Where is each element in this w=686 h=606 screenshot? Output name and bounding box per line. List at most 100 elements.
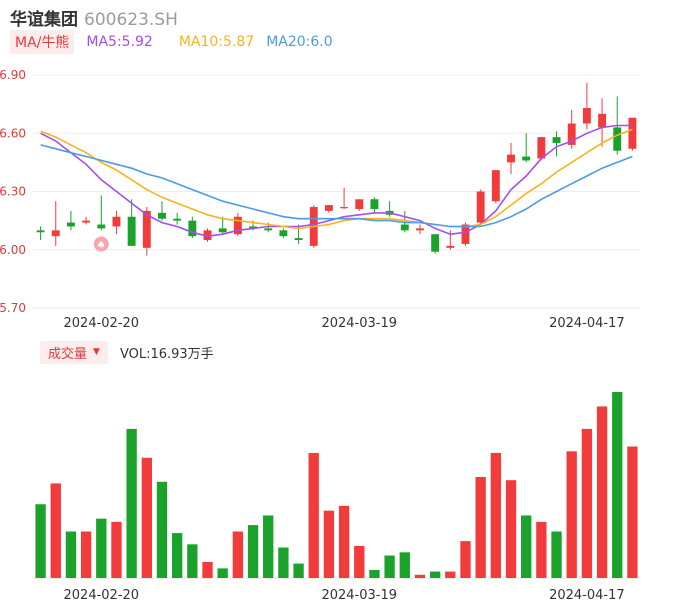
candle-body: [416, 228, 424, 231]
candle-body: [400, 224, 409, 231]
volume-bar: [369, 569, 380, 578]
volume-bar: [308, 452, 319, 578]
candle-body: [340, 207, 349, 209]
ma-indicator-tab[interactable]: MA/牛熊: [10, 30, 75, 54]
volume-bar: [156, 481, 168, 578]
y-tick-label: 6.60: [0, 126, 26, 140]
x-tick-label: 2024-04-17: [549, 316, 625, 331]
ma-legend: MA/牛熊 MA5:5.92 MA10:5.87 MA20:6.0: [10, 30, 333, 54]
volume-bar: [596, 406, 608, 578]
volume-bar: [141, 457, 152, 578]
volume-bar: [111, 521, 122, 578]
volume-bar: [323, 510, 335, 578]
candle-body: [173, 218, 182, 221]
candle-body: [51, 230, 60, 237]
candle-body: [264, 228, 273, 231]
volume-bar: [187, 544, 198, 578]
candle-body: [82, 220, 91, 223]
volume-bar: [414, 574, 426, 578]
candle-body: [370, 199, 379, 209]
candle-body: [552, 137, 561, 143]
volume-bar: [475, 476, 486, 578]
candle-body: [158, 212, 166, 219]
candle-body: [112, 216, 121, 227]
volume-bar: [35, 504, 46, 578]
candle-body: [461, 224, 470, 244]
ma10-line: [40, 128, 633, 230]
candle-body: [613, 127, 622, 151]
y-tick-label: 6.90: [0, 68, 26, 82]
event-marker-icon: [93, 236, 109, 252]
volume-bar: [460, 541, 471, 578]
candle-body: [324, 205, 333, 211]
volume-bar: [566, 451, 577, 578]
volume-value: VOL:16.93万手: [119, 346, 214, 362]
y-tick-label: 6.30: [0, 185, 26, 199]
stock-header: 华谊集团 600623.SH: [10, 5, 178, 30]
candle-body: [598, 113, 607, 128]
volume-bar: [612, 392, 623, 578]
x-tick-label: 2024-03-19: [321, 316, 397, 331]
candle-body: [127, 216, 136, 246]
dropdown-caret-icon: ▼: [93, 347, 100, 357]
candle-body: [567, 123, 576, 145]
volume-bar: [338, 505, 350, 578]
volume-bar: [490, 452, 501, 578]
candle-body: [628, 117, 637, 149]
candle-body: [446, 245, 455, 248]
candle-body: [355, 199, 364, 209]
candle-body: [507, 154, 515, 163]
y-tick-label: 5.70: [0, 301, 26, 315]
volume-bar: [293, 563, 304, 578]
x-tick-label: 2024-04-17: [549, 588, 625, 603]
candle-body: [294, 238, 303, 241]
volume-bar: [202, 561, 213, 578]
candle-body: [431, 234, 440, 252]
candle-body: [582, 108, 591, 124]
candle-body: [491, 170, 500, 202]
ma20-line: [40, 144, 633, 228]
candle-body: [203, 230, 212, 241]
volume-bar: [384, 555, 395, 578]
candle-body: [36, 230, 45, 233]
volume-bar: [247, 525, 259, 578]
candle-body: [97, 224, 106, 229]
volume-bar: [354, 545, 365, 578]
x-tick-label: 2024-02-20: [64, 588, 140, 603]
volume-bar: [126, 428, 137, 578]
volume-bar: [536, 521, 547, 578]
volume-tab-label: 成交量: [48, 346, 88, 362]
volume-legend: 成交量 ▼ VOL:16.93万手: [40, 340, 214, 364]
candle-body: [218, 228, 227, 233]
volume-bar: [627, 446, 638, 578]
candle-body: [279, 230, 288, 237]
candle-body: [188, 220, 197, 237]
volume-bar: [399, 552, 410, 578]
volume-bar: [278, 547, 289, 578]
candle-body: [142, 210, 151, 248]
volume-bar: [217, 568, 228, 578]
stock-code: 600623.SH: [84, 10, 178, 30]
ma20-label: MA20:6.0: [266, 34, 333, 50]
event-marker-glyph: ♠: [97, 240, 106, 251]
y-tick-label: 6.00: [0, 243, 26, 257]
stock-name: 华谊集团: [10, 10, 78, 30]
volume-bar: [551, 531, 562, 578]
volume-bar: [505, 480, 517, 578]
volume-bar: [429, 571, 441, 578]
volume-bar: [445, 571, 456, 578]
x-tick-label: 2024-02-20: [64, 316, 140, 331]
candle-body: [66, 222, 75, 227]
candle-body: [249, 226, 257, 229]
volume-bar: [96, 518, 107, 578]
volume-bar: [581, 428, 593, 578]
candle-body: [537, 137, 546, 159]
volume-bar: [80, 531, 92, 578]
volume-bar: [50, 483, 61, 578]
candle-body: [233, 216, 242, 235]
candle-body: [522, 156, 531, 161]
x-tick-label: 2024-03-19: [321, 588, 397, 603]
volume-bar: [263, 515, 274, 578]
volume-indicator-tab[interactable]: 成交量 ▼: [40, 340, 108, 364]
